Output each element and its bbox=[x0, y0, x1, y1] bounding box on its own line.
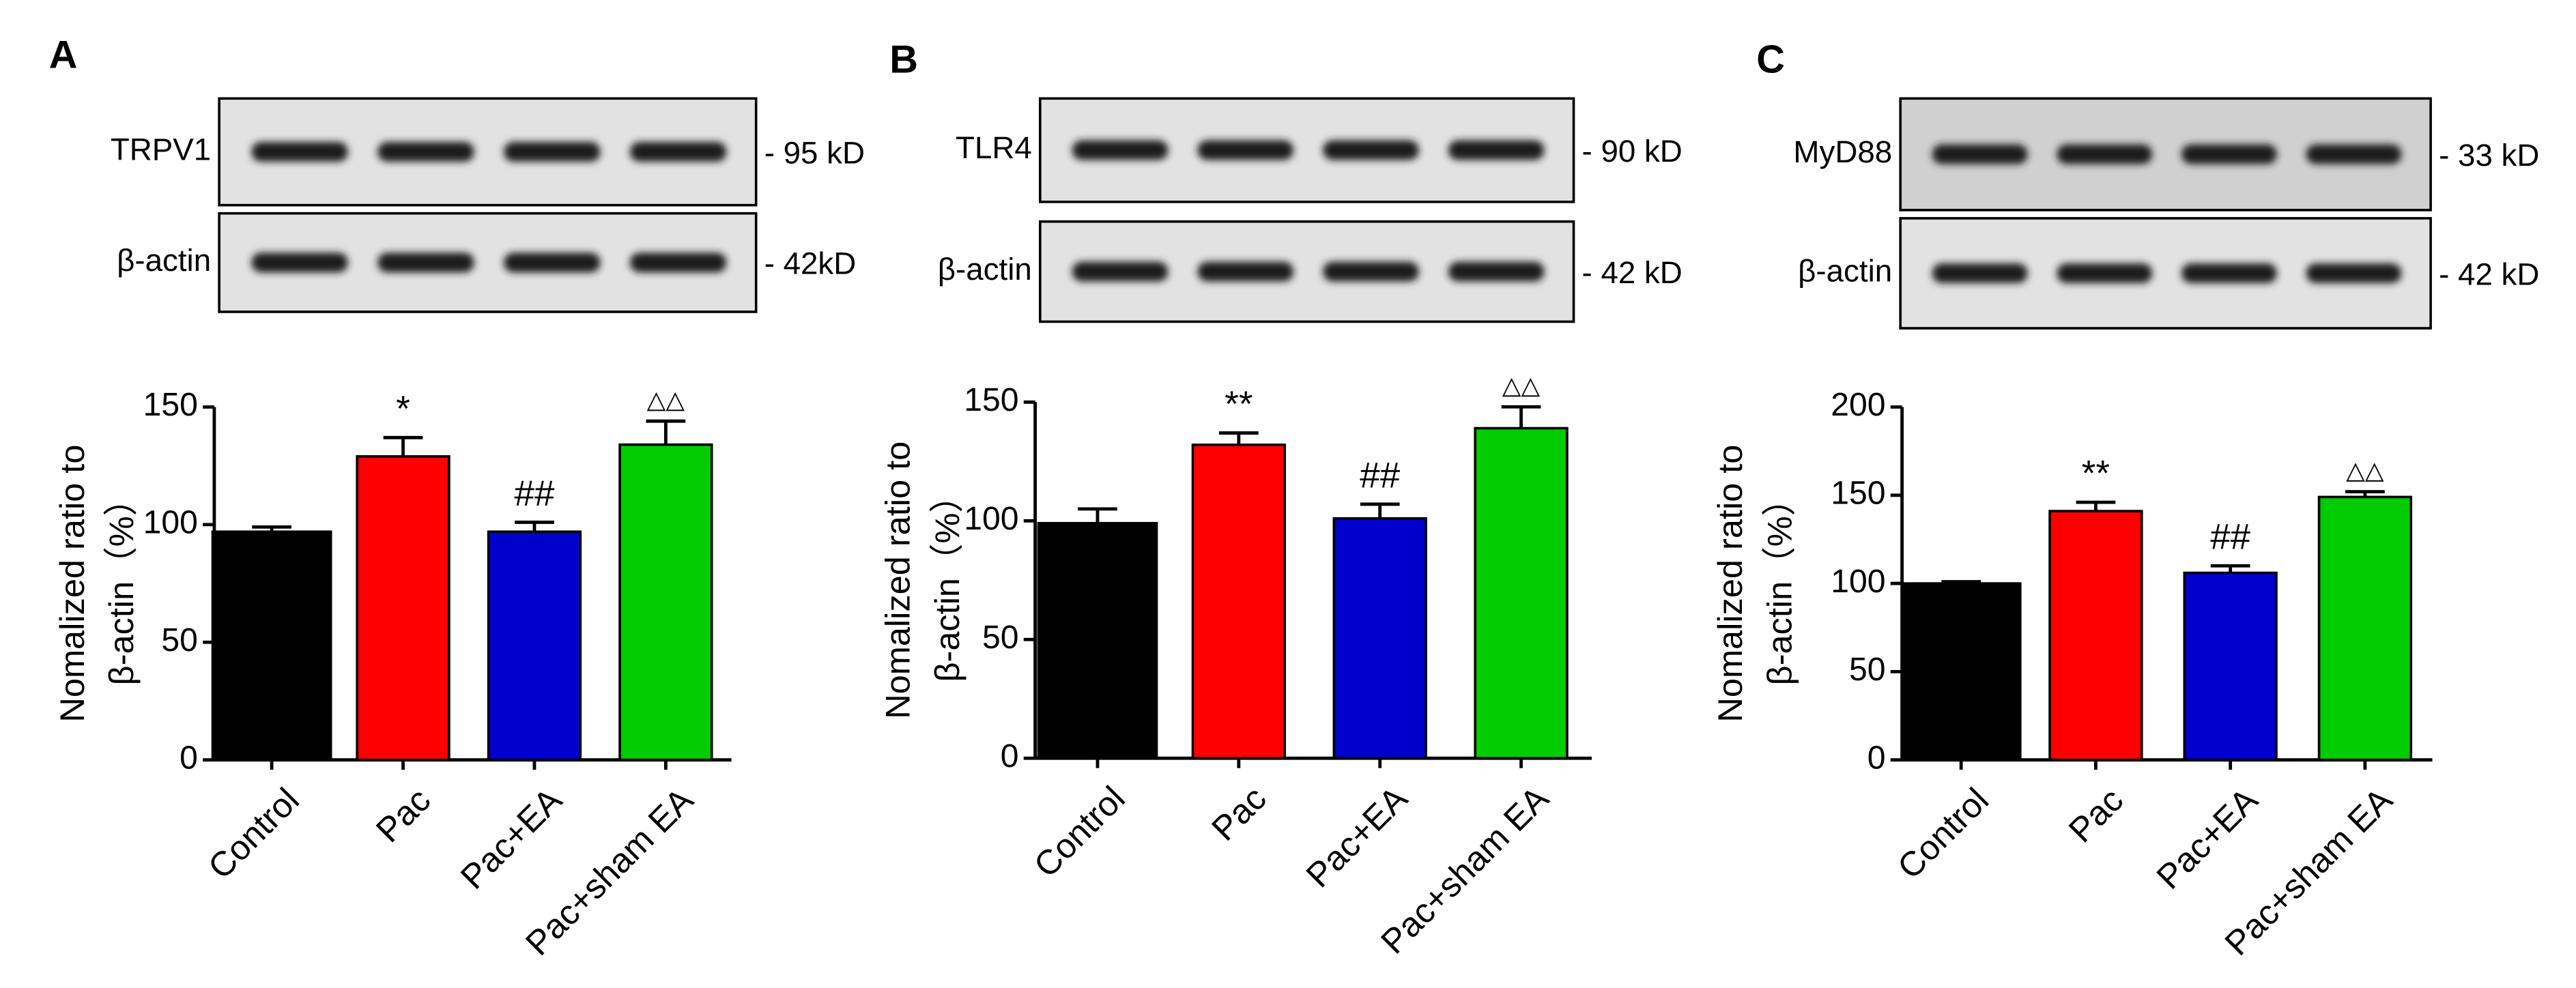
y-tick-label: 100 bbox=[143, 504, 198, 541]
blot-band bbox=[2057, 144, 2153, 164]
y-tick-label: 200 bbox=[1831, 386, 1885, 423]
significance-label: * bbox=[396, 389, 410, 429]
blot-marker: - 42kD bbox=[764, 246, 857, 281]
bar bbox=[2183, 571, 2278, 761]
x-tick-label: Pac bbox=[2061, 780, 2130, 849]
blot-band bbox=[251, 252, 348, 273]
blot-band bbox=[2181, 144, 2277, 164]
blot-label: TLR4 bbox=[956, 130, 1032, 165]
x-tick-label: Control bbox=[1890, 780, 1996, 886]
y-tick-label: 0 bbox=[1001, 738, 1019, 774]
y-tick-label: 150 bbox=[964, 381, 1018, 418]
y-tick-label: 150 bbox=[143, 386, 198, 423]
bar bbox=[2317, 495, 2413, 761]
blot-band bbox=[504, 142, 601, 162]
x-tick-label: Pac+EA bbox=[1298, 779, 1415, 895]
x-tick-label: Pac+EA bbox=[2149, 780, 2265, 897]
blot-band bbox=[1932, 144, 2028, 164]
blot-band bbox=[1932, 263, 2028, 283]
significance-label: ** bbox=[1225, 384, 1253, 424]
blot-band bbox=[629, 142, 727, 162]
y-axis-label: Nomalized ratio to bbox=[878, 441, 917, 719]
blot-band bbox=[1197, 140, 1294, 160]
blot-band bbox=[251, 142, 348, 162]
bar bbox=[1191, 444, 1286, 760]
blot-band bbox=[1448, 140, 1545, 160]
blot-band bbox=[629, 252, 727, 273]
y-tick-label: 0 bbox=[180, 739, 198, 776]
bar bbox=[1037, 521, 1158, 760]
blot-label: β-actin bbox=[938, 252, 1032, 287]
blot-band bbox=[504, 252, 601, 273]
x-tick-label: Control bbox=[201, 780, 306, 886]
blot-band bbox=[1448, 261, 1545, 282]
x-tick-label: Pac bbox=[369, 780, 438, 849]
y-axis-label: β-actin（%） bbox=[928, 478, 967, 682]
bar bbox=[487, 530, 582, 761]
bar bbox=[1900, 582, 2022, 761]
blot-band bbox=[2306, 263, 2402, 283]
bar bbox=[618, 443, 713, 761]
significance-label: △△ bbox=[1502, 371, 1541, 399]
blot-label: β-actin bbox=[1798, 254, 1892, 289]
blot-band bbox=[1072, 261, 1169, 282]
y-tick-label: 0 bbox=[1867, 739, 1886, 776]
blot-marker: - 42 kD bbox=[1582, 255, 1683, 290]
y-tick-label: 150 bbox=[1831, 475, 1885, 512]
bar bbox=[1332, 517, 1427, 760]
significance-label: ** bbox=[2082, 454, 2110, 494]
y-tick-label: 50 bbox=[1849, 651, 1886, 688]
blot-band bbox=[377, 142, 474, 162]
blot-band bbox=[2057, 263, 2153, 283]
y-tick-label: 50 bbox=[161, 622, 197, 658]
blot-marker: - 90 kD bbox=[1582, 134, 1683, 169]
y-tick-label: 100 bbox=[964, 500, 1018, 537]
bar bbox=[356, 455, 450, 761]
y-tick-label: 100 bbox=[1831, 563, 1885, 600]
significance-label: ## bbox=[515, 474, 555, 514]
significance-label: △△ bbox=[647, 386, 685, 413]
y-axis-label: Nomalized ratio to bbox=[1711, 445, 1749, 723]
y-axis-label: Nomalized ratio to bbox=[53, 445, 91, 723]
blot-marker: - 42 kD bbox=[2439, 257, 2539, 291]
blot-band bbox=[2306, 144, 2402, 164]
y-axis-label: β-actin（%） bbox=[1760, 482, 1799, 685]
significance-label: △△ bbox=[2346, 456, 2384, 484]
blot-band bbox=[1072, 140, 1169, 160]
x-tick-label: Control bbox=[1026, 779, 1132, 884]
blot-band bbox=[1197, 261, 1294, 282]
x-tick-label: Pac+EA bbox=[453, 780, 570, 897]
blot-label: TRPV1 bbox=[111, 132, 211, 167]
significance-label: ## bbox=[1360, 455, 1400, 495]
blot-band bbox=[1323, 140, 1419, 160]
bar bbox=[2048, 510, 2143, 761]
blot-marker: - 33 kD bbox=[2439, 138, 2539, 173]
blot-band bbox=[2181, 263, 2277, 283]
blot-marker: - 95 kD bbox=[764, 135, 865, 170]
panel-label: A bbox=[49, 33, 78, 76]
blot-label: β-actin bbox=[117, 243, 211, 278]
panel-label: C bbox=[1756, 38, 1785, 82]
blot-label: MyD88 bbox=[1793, 134, 1892, 169]
x-tick-label: Pac bbox=[1204, 779, 1274, 848]
blot-band bbox=[1323, 261, 1419, 282]
panel-label: B bbox=[889, 38, 918, 82]
y-axis-label: β-actin（%） bbox=[102, 482, 141, 685]
y-tick-label: 50 bbox=[982, 619, 1019, 656]
bar bbox=[211, 530, 332, 761]
bar bbox=[1474, 426, 1569, 760]
significance-label: ## bbox=[2210, 517, 2250, 557]
blot-band bbox=[377, 252, 474, 273]
